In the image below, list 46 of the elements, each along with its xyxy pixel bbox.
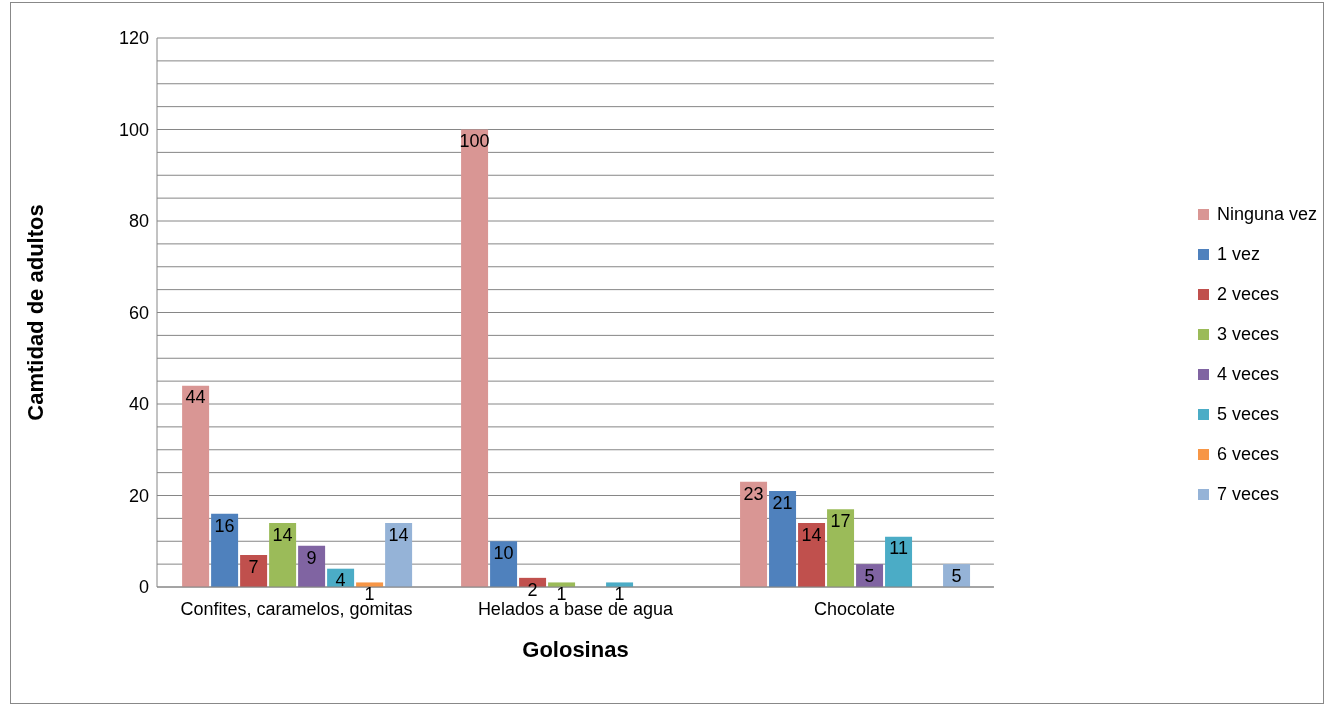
data-label: 4	[335, 570, 346, 591]
data-label: 14	[272, 524, 293, 545]
data-label: 16	[214, 515, 235, 536]
legend-label: 7 veces	[1216, 483, 1279, 505]
data-label: 5	[864, 565, 875, 586]
bar	[798, 522, 826, 587]
y-tick-label: 100	[118, 119, 149, 140]
bar	[827, 509, 855, 587]
data-label: 7	[248, 556, 259, 577]
legend-label: 2 veces	[1216, 283, 1279, 305]
legend-label: 1 vez	[1216, 243, 1260, 265]
data-label: 9	[306, 547, 317, 568]
data-label: 44	[185, 387, 206, 408]
data-label: 17	[830, 511, 851, 532]
bar	[182, 385, 210, 587]
data-label: 10	[493, 543, 514, 564]
bar	[298, 545, 326, 587]
legend-label: 4 veces	[1216, 363, 1279, 385]
x-tick-label: Chocolate	[813, 599, 895, 619]
data-label: 23	[743, 483, 764, 504]
y-tick-label: 0	[138, 577, 149, 598]
legend-label: Ninguna vez	[1216, 203, 1317, 225]
y-tick-label: 120	[118, 28, 149, 49]
data-label: 14	[388, 524, 409, 545]
data-label: 11	[889, 538, 908, 559]
bar	[385, 522, 413, 587]
data-label: 21	[772, 492, 793, 513]
legend-label: 6 veces	[1216, 443, 1279, 465]
bar	[740, 481, 768, 587]
y-tick-label: 80	[128, 211, 149, 232]
data-label: 14	[801, 524, 822, 545]
data-label: 5	[951, 565, 962, 586]
data-label: 100	[459, 131, 490, 152]
legend-label: 3 veces	[1216, 323, 1279, 345]
y-axis-title: Camtidad de adultos	[22, 204, 48, 421]
x-tick-label: Helados a base de agua	[477, 599, 675, 619]
legend-label: 5 veces	[1216, 403, 1279, 425]
x-axis-title: Golosinas	[522, 637, 629, 662]
y-tick-label: 40	[128, 394, 149, 415]
y-tick-label: 20	[128, 485, 149, 506]
bar	[269, 522, 297, 587]
y-tick-label: 60	[128, 302, 149, 323]
bar	[461, 129, 489, 587]
bar	[769, 490, 797, 587]
bar	[211, 513, 239, 587]
bar	[240, 554, 268, 587]
